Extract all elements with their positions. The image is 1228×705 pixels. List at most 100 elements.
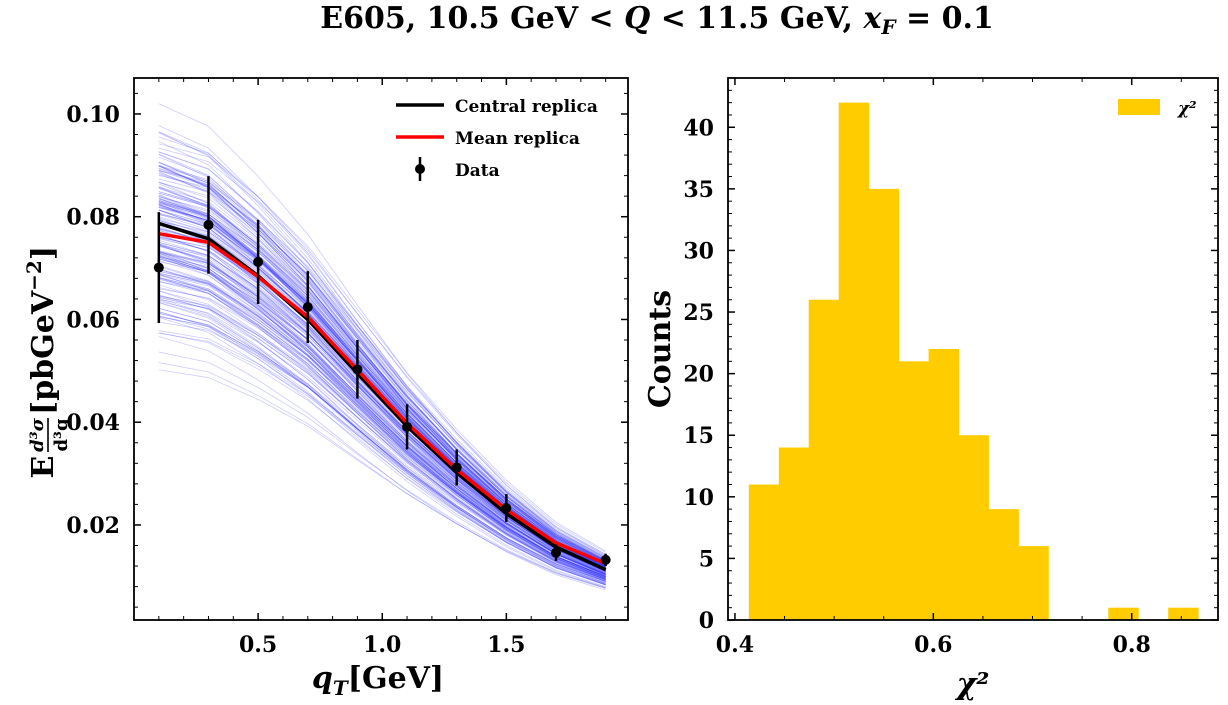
data-point <box>352 364 363 375</box>
svg-text:d³σ: d³σ <box>27 417 48 451</box>
histogram-bar <box>898 361 929 620</box>
left-chart: 0.5 1.0 1.5 0.02 0.04 0.06 0.08 0.10 qT[GeV] E … <box>22 77 629 700</box>
replica-line <box>158 296 606 580</box>
replica-line <box>158 256 606 572</box>
x-tick-label: 1.5 <box>487 632 525 658</box>
replica-line <box>158 301 606 584</box>
replica-line <box>158 201 606 567</box>
replica-line <box>158 256 606 581</box>
replica-line <box>158 234 606 574</box>
histogram-bar <box>838 102 870 621</box>
replica-line <box>158 244 606 576</box>
replica-line <box>158 186 606 562</box>
y-tick-label: 40 <box>683 115 714 141</box>
replica-line <box>158 191 606 562</box>
replica-line <box>158 173 606 563</box>
replica-line <box>158 258 606 575</box>
y-tick-label: 0.02 <box>66 513 120 539</box>
replica-line <box>158 255 606 579</box>
histogram-bar <box>988 509 1019 620</box>
data-point <box>253 256 264 267</box>
replica-line <box>158 313 606 583</box>
replica-line <box>158 161 606 566</box>
left-x-axis-label: qT[GeV] <box>312 661 444 700</box>
data-point <box>302 302 313 313</box>
replica-line <box>158 332 606 585</box>
replica-line <box>158 281 606 577</box>
replica-line <box>158 311 606 588</box>
replica-line <box>158 277 606 581</box>
replica-line <box>158 243 606 572</box>
replica-line <box>158 270 606 573</box>
replica-line <box>158 203 606 563</box>
data-point <box>451 462 462 473</box>
y-tick-label: 0 <box>699 608 714 634</box>
y-tick-label: 30 <box>683 238 714 264</box>
replica-line <box>158 307 606 584</box>
left-legend: Central replica Mean replica Data <box>396 97 598 181</box>
replica-summary-lines <box>158 221 607 572</box>
replica-line <box>158 284 606 582</box>
replica-line <box>158 244 606 575</box>
x-tick-label: 1.0 <box>363 632 401 658</box>
y-tick-label: 0.06 <box>66 307 120 333</box>
replica-line <box>158 151 606 559</box>
replica-line <box>158 351 606 589</box>
histogram-bar <box>778 447 810 620</box>
replica-line <box>158 165 606 559</box>
legend-data-marker <box>415 164 425 174</box>
y-tick-label: 10 <box>683 485 714 511</box>
replica-line <box>158 214 606 564</box>
replica-line <box>158 246 606 572</box>
replica-line <box>158 268 606 580</box>
x-tick-label: 0.5 <box>239 632 277 658</box>
replica-line <box>158 202 606 561</box>
histogram-bar <box>1168 607 1199 620</box>
replica-line <box>158 207 606 566</box>
replica-line <box>158 259 606 572</box>
replica-line <box>158 299 606 577</box>
histogram-bar <box>1018 546 1049 620</box>
replica-line <box>158 311 606 586</box>
replica-line <box>158 297 606 585</box>
replica-line <box>158 317 606 588</box>
right-chart: 0.4 0.6 0.8 0 5 10 15 20 25 30 35 40 χ² Counts χ² <box>643 77 1219 702</box>
replica-line <box>158 272 606 575</box>
replica-line <box>158 198 606 565</box>
replica-line <box>158 168 606 561</box>
replica-line <box>158 321 606 580</box>
replica-line <box>158 131 606 565</box>
replica-line <box>158 227 606 572</box>
replica-line <box>158 264 606 579</box>
replica-line <box>158 250 606 572</box>
replica-line <box>158 274 606 581</box>
legend-chi2-swatch <box>1118 99 1160 115</box>
replica-line <box>158 147 606 553</box>
replica-line <box>158 192 606 562</box>
left-y-axis-label: E d³σ d³q [pbGeV−2] <box>22 246 72 478</box>
replica-line <box>158 196 606 565</box>
replica-line <box>158 266 606 579</box>
histogram-bar <box>958 435 989 620</box>
replica-line <box>158 258 606 576</box>
central-replica-line <box>158 221 607 572</box>
right-plot-frame <box>727 77 1219 621</box>
replica-line <box>158 182 606 560</box>
replica-line <box>158 251 606 574</box>
replica-line <box>158 103 606 557</box>
replica-line <box>158 173 606 561</box>
right-axis-ticks <box>728 78 1218 621</box>
replica-line <box>158 277 606 582</box>
replica-line <box>158 254 606 577</box>
replica-line <box>158 274 606 579</box>
replica-line <box>158 294 606 584</box>
replica-line <box>158 175 606 557</box>
replica-line <box>158 181 606 564</box>
replica-line <box>158 243 606 576</box>
replica-line <box>158 151 606 559</box>
replica-line <box>158 288 606 575</box>
legend-chi2-label: χ² <box>1177 99 1197 119</box>
replica-line <box>158 178 606 558</box>
replica-line <box>158 188 606 565</box>
